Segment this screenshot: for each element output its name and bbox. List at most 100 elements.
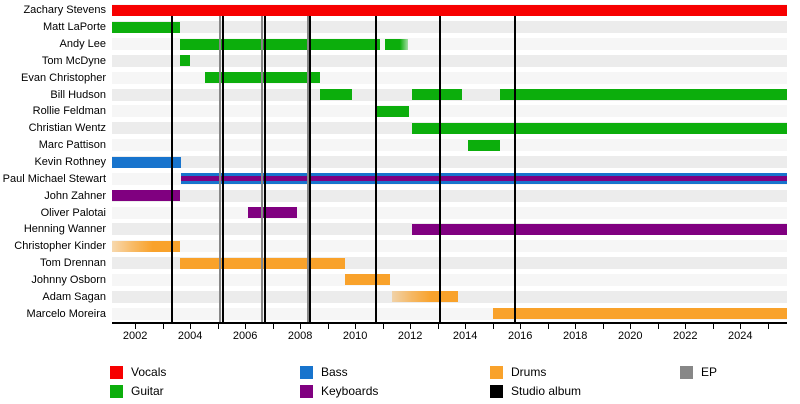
member-label-christian-wentz: Christian Wentz — [28, 122, 106, 135]
x-tick — [712, 324, 714, 329]
legend-label-drums: Drums — [511, 365, 547, 379]
x-tick — [767, 324, 769, 329]
plot-area — [112, 2, 787, 322]
x-tick — [410, 324, 412, 329]
legend-label-keyboards: Keyboards — [321, 384, 379, 398]
bar-second-role-keyboards — [181, 176, 787, 182]
x-tick-label: 2018 — [562, 330, 588, 342]
x-tick-label: 2024 — [727, 330, 753, 342]
legend-swatch-vocals — [110, 365, 123, 379]
bar-christian-wentz — [412, 122, 787, 134]
row-stripe — [112, 206, 787, 219]
member-label-andy-lee: Andy Lee — [59, 38, 106, 51]
member-label-matt-laporte: Matt LaPorte — [43, 21, 106, 34]
x-tick — [355, 324, 357, 329]
member-label-henning-wanner: Henning Wanner — [23, 223, 106, 236]
bar-andy-lee — [180, 38, 381, 50]
legend-item-studio-album: Studio album — [490, 384, 581, 398]
row-stripe — [112, 240, 787, 253]
x-tick — [685, 324, 687, 329]
x-axis-line — [112, 322, 787, 324]
bar-henning-wanner — [412, 223, 787, 235]
x-tick — [245, 324, 247, 329]
x-tick — [740, 324, 742, 329]
member-label-bill-hudson: Bill Hudson — [50, 88, 106, 101]
ep-line — [306, 13, 309, 322]
bar-marcelo-moreira — [493, 308, 787, 320]
x-tick — [217, 324, 219, 329]
row-stripe — [112, 156, 787, 168]
x-tick — [492, 324, 494, 329]
studio-album-line — [221, 13, 224, 322]
legend-swatch-guitar — [110, 384, 123, 398]
x-tick-label: 2006 — [232, 330, 258, 342]
x-tick — [135, 324, 137, 329]
bar-john-zahner — [112, 190, 181, 202]
x-tick — [162, 324, 164, 329]
member-label-adam-sagan: Adam Sagan — [42, 290, 106, 303]
bar-matt-laporte — [112, 21, 181, 33]
x-tick — [657, 324, 659, 329]
x-tick-label: 2010 — [342, 330, 368, 342]
legend-item-vocals: Vocals — [110, 365, 166, 379]
x-tick — [327, 324, 329, 329]
row-stripe — [112, 139, 787, 152]
bar-rollie-feldman — [376, 105, 410, 117]
bar-andy-lee — [385, 38, 409, 50]
x-tick — [575, 324, 577, 329]
member-label-marcelo-moreira: Marcelo Moreira — [26, 307, 106, 320]
legend-swatch-studio-album — [490, 384, 503, 398]
member-label-tom-mcdyne: Tom McDyne — [41, 54, 106, 67]
row-stripe — [112, 189, 787, 202]
legend-item-drums: Drums — [490, 365, 546, 379]
x-tick-label: 2016 — [507, 330, 533, 342]
row-stripe — [112, 105, 787, 118]
legend-swatch-drums — [490, 365, 503, 379]
bar-oliver-palotai — [248, 207, 298, 219]
member-label-evan-christopher: Evan Christopher — [21, 71, 106, 84]
legend-item-ep: EP — [680, 365, 717, 379]
x-tick-label: 2012 — [397, 330, 423, 342]
row-stripe — [112, 54, 787, 67]
legend-swatch-bass — [300, 365, 313, 379]
legend-item-guitar: Guitar — [110, 384, 164, 398]
legend-label-bass: Bass — [321, 365, 348, 379]
legend-label-ep: EP — [701, 365, 718, 379]
bar-zachary-stevens — [112, 4, 787, 16]
bar-adam-sagan — [392, 291, 459, 303]
bar-kevin-rothney — [112, 156, 182, 168]
bar-bill-hudson — [412, 89, 463, 101]
studio-album-line — [439, 13, 442, 322]
ep-line — [261, 13, 264, 322]
studio-album-line — [171, 13, 174, 322]
x-tick — [602, 324, 604, 329]
member-label-paul-michael-stewart: Paul Michael Stewart — [2, 172, 106, 185]
bar-paul-michael-stewart — [181, 173, 787, 185]
bar-bill-hudson — [500, 89, 787, 101]
bar-bill-hudson — [320, 89, 353, 101]
legend-label-vocals: Vocals — [131, 365, 167, 379]
member-label-kevin-rothney: Kevin Rothney — [34, 155, 106, 168]
member-label-zachary-stevens: Zachary Stevens — [23, 4, 106, 17]
legend-item-bass: Bass — [300, 365, 348, 379]
member-label-johnny-osborn: Johnny Osborn — [31, 273, 106, 286]
legend-label-guitar: Guitar — [131, 384, 164, 398]
x-tick-label: 2008 — [287, 330, 313, 342]
legend-item-keyboards: Keyboards — [300, 384, 378, 398]
bar-tom-mcdyne — [180, 55, 191, 67]
row-stripe — [112, 273, 787, 286]
member-label-rollie-feldman: Rollie Feldman — [32, 105, 106, 118]
x-tick — [630, 324, 632, 329]
x-tick — [300, 324, 302, 329]
x-tick — [437, 324, 439, 329]
x-tick-label: 2022 — [672, 330, 698, 342]
row-stripe — [112, 21, 787, 34]
x-tick — [547, 324, 549, 329]
member-label-john-zahner: John Zahner — [44, 189, 106, 202]
x-tick-label: 2002 — [122, 330, 148, 342]
member-labels-column: Zachary Stevens Matt LaPorte Andy Lee Tom M… — [0, 2, 106, 322]
legend-label-studio-album: Studio album — [511, 384, 582, 398]
studio-album-line — [514, 13, 517, 322]
x-tick — [190, 324, 192, 329]
